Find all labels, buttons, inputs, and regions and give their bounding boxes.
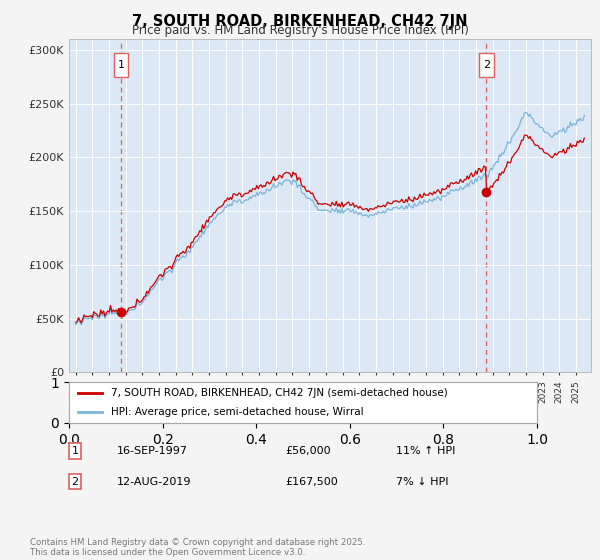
Text: Contains HM Land Registry data © Crown copyright and database right 2025.
This d: Contains HM Land Registry data © Crown c… [30, 538, 365, 557]
Text: 7, SOUTH ROAD, BIRKENHEAD, CH42 7JN (semi-detached house): 7, SOUTH ROAD, BIRKENHEAD, CH42 7JN (sem… [111, 389, 448, 398]
Text: 12-AUG-2019: 12-AUG-2019 [117, 477, 191, 487]
Text: Price paid vs. HM Land Registry's House Price Index (HPI): Price paid vs. HM Land Registry's House … [131, 24, 469, 37]
Text: 7, SOUTH ROAD, BIRKENHEAD, CH42 7JN: 7, SOUTH ROAD, BIRKENHEAD, CH42 7JN [132, 14, 468, 29]
Text: 1: 1 [118, 59, 124, 69]
Text: 7% ↓ HPI: 7% ↓ HPI [396, 477, 449, 487]
Text: 11% ↑ HPI: 11% ↑ HPI [396, 446, 455, 456]
Text: £56,000: £56,000 [285, 446, 331, 456]
FancyBboxPatch shape [113, 53, 128, 77]
Text: 16-SEP-1997: 16-SEP-1997 [117, 446, 188, 456]
Text: HPI: Average price, semi-detached house, Wirral: HPI: Average price, semi-detached house,… [111, 407, 364, 417]
Text: 1: 1 [71, 446, 79, 456]
Text: £167,500: £167,500 [285, 477, 338, 487]
Text: 2: 2 [71, 477, 79, 487]
Text: 2: 2 [483, 59, 490, 69]
FancyBboxPatch shape [479, 53, 494, 77]
